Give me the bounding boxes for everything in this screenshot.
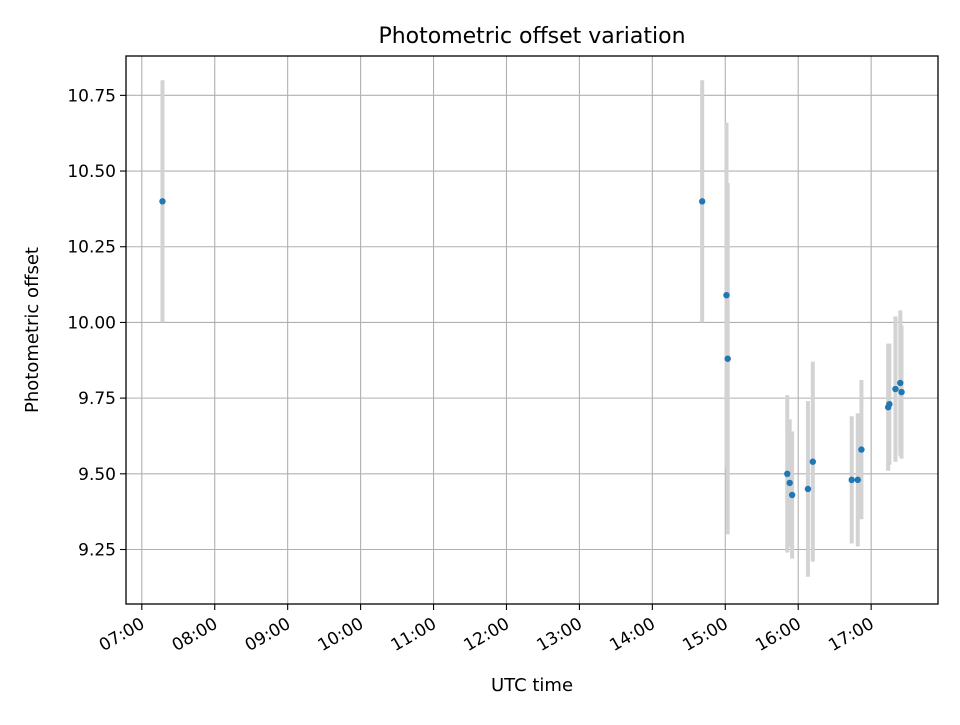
data-point bbox=[897, 379, 904, 387]
y-tick-label: 10.25 bbox=[67, 238, 116, 258]
data-point bbox=[723, 291, 730, 299]
y-tick-label: 10.75 bbox=[67, 86, 116, 106]
grid bbox=[126, 56, 938, 604]
data-point bbox=[809, 458, 816, 465]
y-tick-label: 10.00 bbox=[67, 313, 116, 333]
data-point bbox=[804, 485, 812, 493]
data-point bbox=[784, 470, 791, 478]
data-point bbox=[698, 198, 706, 205]
data-point bbox=[159, 198, 166, 205]
y-axis-ticks: 9.25 9.50 9.75 10.00 10.25 10.50 10.75 bbox=[67, 86, 126, 561]
data-point bbox=[788, 491, 796, 499]
y-tick-label: 9.75 bbox=[78, 389, 116, 409]
plot-frame bbox=[125, 55, 939, 605]
y-axis-label: Photometric offset bbox=[22, 247, 43, 413]
data-points bbox=[159, 198, 905, 499]
data-point bbox=[848, 476, 855, 484]
y-tick-label: 9.50 bbox=[78, 465, 116, 485]
y-tick-label: 9.25 bbox=[78, 541, 116, 561]
data-point bbox=[898, 388, 905, 396]
data-point bbox=[854, 476, 861, 484]
data-point bbox=[858, 446, 865, 453]
data-point bbox=[886, 400, 893, 408]
x-axis-label: UTC time bbox=[491, 675, 573, 696]
chart-title: Photometric offset variation bbox=[378, 24, 685, 49]
data-point bbox=[892, 385, 899, 393]
data-point bbox=[786, 479, 793, 487]
y-tick-label: 10.50 bbox=[67, 162, 116, 182]
data-point bbox=[724, 355, 731, 362]
